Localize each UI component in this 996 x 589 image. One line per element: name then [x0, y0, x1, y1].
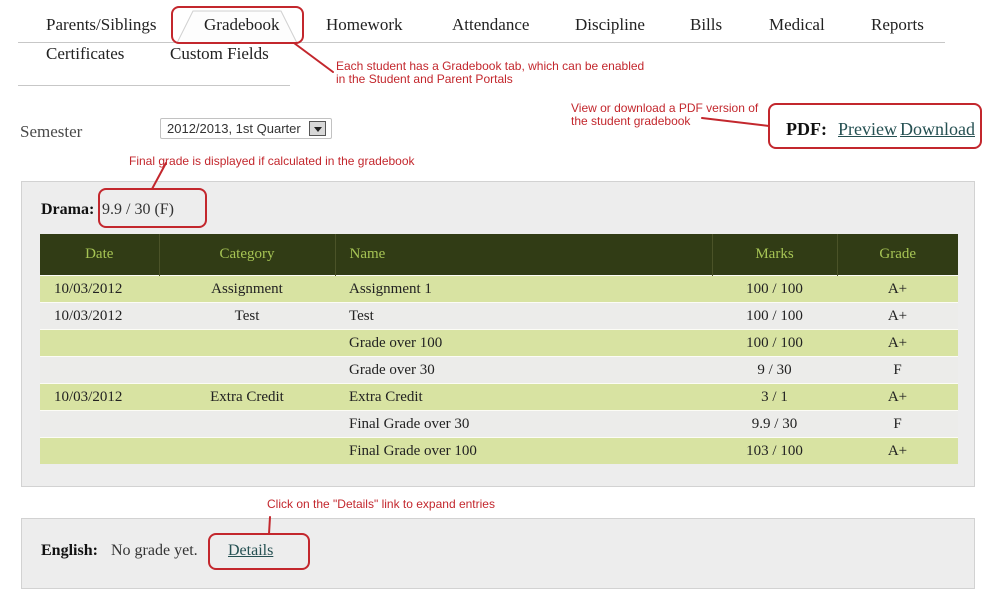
svg-text:the student gradebook: the student gradebook [571, 114, 691, 128]
svg-text:Each student has a Gradebook t: Each student has a Gradebook tab, which … [336, 59, 644, 73]
svg-text:Final grade is displayed if ca: Final grade is displayed if calculated i… [129, 154, 416, 168]
svg-text:View or download a PDF version: View or download a PDF version of [571, 101, 759, 115]
svg-text:in the Student and Parent Port: in the Student and Parent Portals [336, 72, 513, 86]
svg-text:Click on the "Details" link to: Click on the "Details" link to expand en… [267, 497, 495, 511]
